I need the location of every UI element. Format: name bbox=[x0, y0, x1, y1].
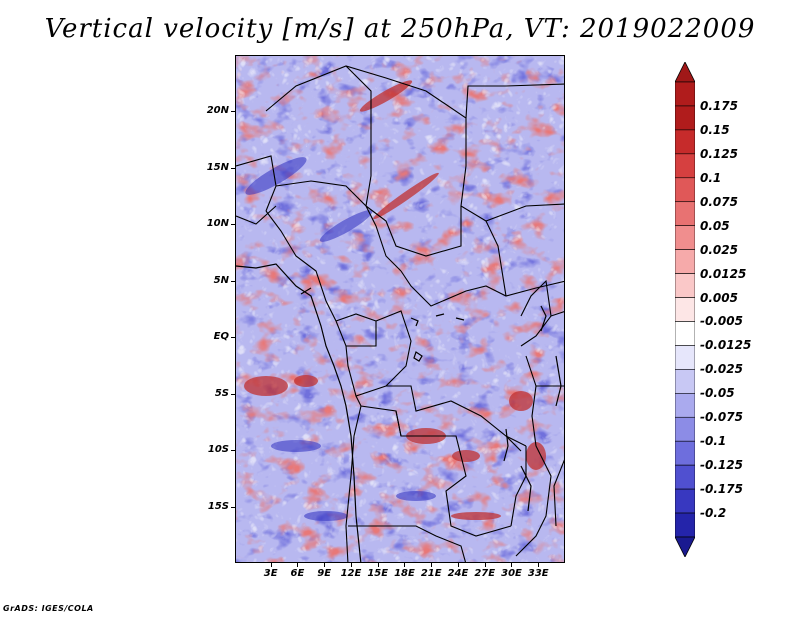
lon-tick-label: 3E bbox=[263, 568, 278, 579]
colorbar-segment bbox=[675, 321, 695, 346]
colorbar-level-label: -0.075 bbox=[700, 410, 743, 425]
vertical-velocity-field bbox=[236, 56, 564, 562]
map-title: Vertical velocity [m/s] at 250hPa, VT: 2… bbox=[44, 14, 756, 44]
lat-tick-label: EQ bbox=[213, 331, 229, 343]
lat-tick-label: 20N bbox=[206, 105, 229, 117]
lon-tick-mark bbox=[457, 563, 459, 567]
colorbar-segment bbox=[675, 177, 695, 203]
colorbar-level-label: -0.05 bbox=[700, 386, 735, 401]
colorbar-top-arrow bbox=[675, 62, 695, 83]
lat-tick-mark bbox=[231, 224, 235, 226]
strong-descent-cells bbox=[245, 157, 436, 521]
colorbar-segment bbox=[675, 297, 695, 322]
lon-tick-label: 9E bbox=[317, 568, 332, 579]
colorbar-bottom-arrow bbox=[675, 536, 695, 557]
colorbar-segment bbox=[675, 153, 695, 179]
lat-tick-label: 5S bbox=[214, 387, 229, 399]
lon-tick-label: 33E bbox=[527, 568, 549, 579]
colorbar-segment bbox=[675, 273, 695, 298]
lon-tick-mark bbox=[297, 563, 299, 567]
colorbar-level-label: -0.005 bbox=[700, 314, 743, 329]
colorbar-segment bbox=[675, 416, 695, 442]
colorbar-segment bbox=[675, 201, 695, 226]
lat-tick-mark bbox=[231, 337, 235, 339]
colorbar-segment bbox=[675, 249, 695, 274]
map-plot-area bbox=[235, 55, 565, 563]
lat-tick-mark bbox=[231, 280, 235, 282]
colorbar-level-label: 0.0125 bbox=[700, 266, 747, 281]
lon-tick-label: 27E bbox=[474, 568, 496, 579]
colorbar-level-label: -0.0125 bbox=[700, 338, 752, 353]
lon-tick-mark bbox=[484, 563, 486, 567]
colorbar-level-label: 0.1 bbox=[700, 170, 722, 185]
lon-tick-mark bbox=[324, 563, 326, 567]
lat-tick-label: 10N bbox=[206, 218, 229, 230]
colorbar-segment bbox=[675, 369, 695, 394]
colorbar bbox=[675, 62, 695, 557]
colorbar-level-label: -0.1 bbox=[700, 434, 727, 449]
lat-tick-mark bbox=[231, 393, 235, 395]
lon-tick-mark bbox=[404, 563, 406, 567]
colorbar-segment bbox=[675, 345, 695, 370]
lon-tick-label: 12E bbox=[340, 568, 362, 579]
lat-tick-mark bbox=[231, 111, 235, 113]
colorbar-segment bbox=[675, 81, 695, 107]
lat-tick-mark bbox=[231, 506, 235, 508]
lat-tick-label: 15S bbox=[207, 500, 229, 512]
colorbar-level-label: -0.2 bbox=[700, 506, 727, 521]
lon-tick-mark bbox=[270, 563, 272, 567]
colorbar-level-label: 0.15 bbox=[700, 122, 730, 137]
lon-tick-label: 18E bbox=[394, 568, 415, 579]
lon-tick-mark bbox=[431, 563, 433, 567]
lon-tick-mark bbox=[538, 563, 540, 567]
colorbar-segment bbox=[675, 105, 695, 131]
lat-tick-mark bbox=[231, 167, 235, 169]
colorbar-segment bbox=[675, 225, 695, 250]
colorbar-segment bbox=[675, 488, 695, 514]
colorbar-level-label: 0.125 bbox=[700, 146, 738, 161]
colorbar-level-label: 0.05 bbox=[700, 218, 730, 233]
lon-tick-label: 15E bbox=[367, 568, 389, 579]
colorbar-segment bbox=[675, 464, 695, 490]
colorbar-level-label: 0.025 bbox=[700, 242, 738, 257]
colorbar-level-label: 0.075 bbox=[700, 194, 738, 209]
lon-tick-mark bbox=[350, 563, 352, 567]
lat-tick-label: 10S bbox=[207, 444, 229, 456]
colorbar-segment bbox=[675, 393, 695, 418]
colorbar-level-label: 0.175 bbox=[700, 98, 738, 113]
lon-tick-mark bbox=[511, 563, 513, 567]
lon-tick-label: 24E bbox=[447, 568, 469, 579]
colorbar-segment bbox=[675, 129, 695, 155]
colorbar-level-label: 0.005 bbox=[700, 290, 738, 305]
country-borders bbox=[236, 65, 564, 562]
colorbar-segment bbox=[675, 512, 695, 538]
lon-tick-label: 6E bbox=[290, 568, 305, 579]
lat-tick-label: 15N bbox=[206, 161, 229, 173]
lon-tick-label: 21E bbox=[420, 568, 442, 579]
grads-credit: GrADS: IGES/COLA bbox=[3, 604, 94, 613]
colorbar-level-label: -0.125 bbox=[700, 458, 743, 473]
colorbar-segment bbox=[675, 440, 695, 466]
colorbar-level-label: -0.175 bbox=[700, 482, 743, 497]
lat-tick-mark bbox=[231, 450, 235, 452]
colorbar-level-label: -0.025 bbox=[700, 362, 743, 377]
lon-tick-label: 30E bbox=[501, 568, 522, 579]
lon-tick-mark bbox=[377, 563, 379, 567]
lat-tick-label: 5N bbox=[213, 274, 229, 286]
coastlines bbox=[236, 263, 562, 562]
